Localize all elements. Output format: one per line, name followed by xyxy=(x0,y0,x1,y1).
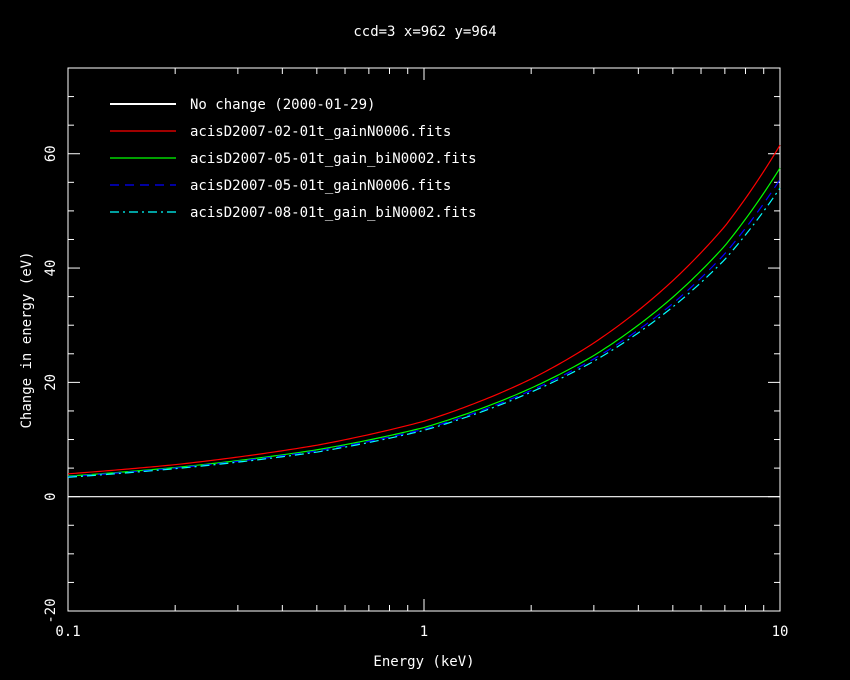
series-line-3 xyxy=(67,167,781,477)
y-tick-label: -20 xyxy=(43,598,59,623)
legend-label-2: acisD2007-02-01t_gainN0006.fits xyxy=(190,124,451,140)
y-tick-label: 60 xyxy=(43,145,59,162)
legend-label-1: No change (2000-01-29) xyxy=(190,97,375,113)
x-axis-label: Energy (keV) xyxy=(373,654,474,670)
series-line-5 xyxy=(67,187,781,478)
series-line-2 xyxy=(67,144,781,475)
y-tick-label: 40 xyxy=(43,260,59,277)
series-lines xyxy=(67,144,781,498)
y-axis-label: Change in energy (eV) xyxy=(19,251,35,428)
legend-label-3: acisD2007-05-01t_gain_biN0002.fits xyxy=(190,151,477,167)
x-tick-label: 1 xyxy=(420,624,428,640)
legend: No change (2000-01-29) acisD2007-02-01t_g… xyxy=(110,97,477,221)
y-axis-tick-labels: -20 0 20 40 60 xyxy=(43,145,59,623)
legend-label-4: acisD2007-05-01t_gainN0006.fits xyxy=(190,178,451,194)
x-tick-label: 0.1 xyxy=(55,624,80,640)
x-axis-tick-labels: 0.1 1 10 xyxy=(55,624,788,640)
x-tick-label: 10 xyxy=(772,624,789,640)
chart-title: ccd=3 x=962 y=964 xyxy=(353,24,496,40)
legend-label-5: acisD2007-08-01t_gain_biN0002.fits xyxy=(190,205,477,221)
x-axis-ticks xyxy=(67,68,765,611)
y-tick-label: 0 xyxy=(43,492,59,500)
y-tick-label: 20 xyxy=(43,374,59,391)
